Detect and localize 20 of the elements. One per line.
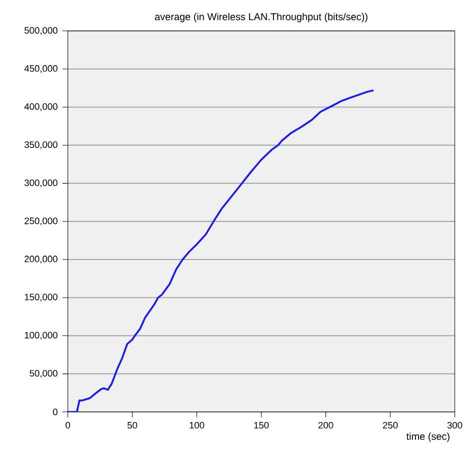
y-tick-label: 250,000 — [24, 218, 58, 226]
y-tick-label: 200,000 — [24, 256, 58, 264]
x-tick-label: 50 — [128, 422, 138, 429]
y-tick-label: 450,000 — [24, 65, 58, 73]
x-tick-label: 150 — [254, 422, 269, 429]
y-tick-label: 50,000 — [30, 370, 58, 378]
y-tick-label: 0 — [52, 408, 58, 416]
y-tick-label: 100,000 — [24, 332, 58, 340]
y-tick-label: 300,000 — [24, 180, 58, 188]
y-tick-label: 150,000 — [24, 294, 58, 302]
x-tick-label: 0 — [66, 422, 70, 429]
x-axis-title: time (sec) — [406, 432, 450, 442]
y-tick-label: 500,000 — [24, 27, 58, 35]
chart-title: average (in Wireless LAN.Throughput (bits/sec)) — [155, 13, 368, 22]
x-tick-label: 100 — [190, 422, 204, 429]
x-tick-label: 200 — [318, 422, 334, 429]
y-tick-label: 350,000 — [24, 141, 58, 150]
x-tick-label: 250 — [383, 422, 398, 429]
x-tick-label: 300 — [447, 422, 462, 429]
y-tick-label: 400,000 — [24, 103, 58, 112]
